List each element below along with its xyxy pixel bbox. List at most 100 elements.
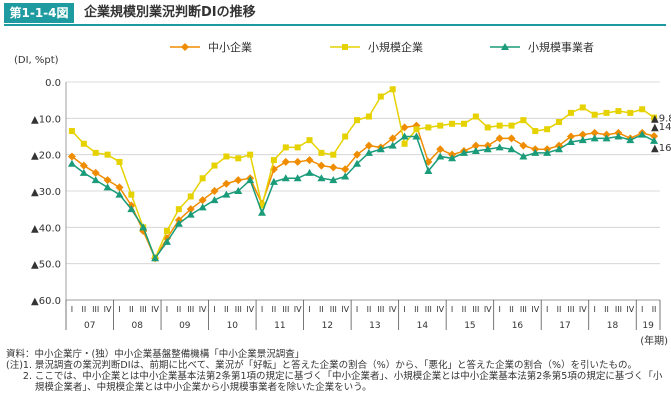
data-point	[412, 121, 421, 130]
x-quarter-tick: II	[414, 305, 419, 314]
data-point	[282, 144, 289, 151]
end-value-label: ▲16.2	[651, 143, 671, 154]
data-point	[269, 177, 278, 185]
data-point	[590, 134, 599, 142]
data-point	[329, 163, 338, 172]
y-tick-label: ▲10.0	[31, 114, 61, 125]
data-point	[460, 120, 467, 127]
data-point	[495, 143, 504, 151]
data-point	[579, 104, 586, 111]
data-point	[400, 123, 409, 132]
data-point	[400, 132, 409, 140]
data-point	[341, 172, 350, 180]
legend-item: 小規模企業	[330, 40, 423, 54]
x-year-label: 19	[642, 321, 654, 331]
data-point	[293, 157, 302, 166]
data-point	[79, 168, 88, 176]
x-quarter-tick: IV	[579, 305, 587, 314]
x-quarter-tick: IV	[151, 305, 159, 314]
data-point	[91, 168, 100, 177]
data-point	[139, 223, 148, 231]
source-line: 資料： 中小企業庁・(独）中小企業基盤整備機構「中小企業景況調査」	[6, 349, 666, 360]
x-quarter-tick: III	[187, 305, 194, 314]
data-point	[211, 162, 218, 169]
data-point	[127, 205, 136, 213]
x-quarter-tick: III	[520, 305, 527, 314]
figure-header: 第1-1-4図 企業規模別業況判断DIの推移	[0, 0, 671, 30]
y-tick-label: ▲60.0	[31, 296, 61, 307]
data-point	[364, 141, 373, 150]
x-quarter-tick: IV	[199, 305, 207, 314]
data-point	[210, 187, 219, 195]
data-point	[210, 196, 219, 204]
data-point	[198, 203, 207, 211]
data-point	[543, 148, 552, 156]
x-quarter-tick: II	[604, 305, 609, 314]
x-quarter-tick: IV	[436, 305, 444, 314]
data-point	[330, 151, 337, 158]
legend-label: 小規模企業	[368, 40, 423, 54]
data-point	[317, 161, 326, 170]
data-point	[115, 183, 124, 192]
x-quarter-tick: IV	[531, 305, 539, 314]
data-point	[317, 174, 326, 182]
data-point	[92, 149, 99, 156]
x-quarter-tick: II	[81, 305, 86, 314]
data-point	[305, 156, 314, 165]
series-line	[71, 133, 655, 260]
data-point	[626, 136, 635, 144]
x-quarter-tick: I	[118, 305, 120, 314]
data-point	[401, 140, 408, 147]
data-point	[79, 161, 88, 170]
data-point	[590, 128, 599, 137]
data-point	[364, 148, 373, 156]
data-point	[437, 122, 444, 129]
note-item: (注) 1. 景況調査の業況判断DIは、前期に比べて、業況が「好転」と答えた企業…	[6, 360, 666, 371]
data-point	[128, 191, 135, 198]
x-quarter-tick: I	[166, 305, 168, 314]
x-quarter-tick: I	[308, 305, 310, 314]
data-point	[281, 157, 290, 166]
x-quarter-tick: I	[356, 305, 358, 314]
data-point	[365, 113, 372, 120]
x-quarter-tick: I	[71, 305, 73, 314]
x-quarter-tick: II	[272, 305, 277, 314]
data-point	[67, 159, 76, 167]
data-point	[388, 134, 397, 143]
data-point	[294, 144, 301, 151]
data-point	[578, 136, 587, 144]
data-point	[591, 111, 598, 118]
data-point	[508, 122, 515, 129]
chart-legend: 中小企業 小規模企業 小規模事業者	[170, 40, 594, 54]
x-quarter-tick: II	[652, 305, 657, 314]
data-point	[388, 141, 397, 149]
x-quarter-tick: III	[235, 305, 242, 314]
x-year-label: 12	[322, 321, 333, 331]
source-text: 中小企業庁・(独）中小企業基盤整備機構「中小企業景況調査」	[34, 349, 305, 360]
data-point	[293, 174, 302, 182]
data-point	[578, 130, 587, 139]
end-value-label: ▲14.9	[651, 122, 671, 133]
note-number: 1.	[22, 360, 32, 371]
data-point	[639, 106, 646, 113]
x-quarter-tick: I	[403, 305, 405, 314]
data-point	[91, 176, 100, 184]
x-year-label: 08	[132, 321, 144, 331]
y-tick-label: ▲30.0	[31, 187, 61, 198]
y-tick-label: ▲20.0	[31, 151, 61, 162]
x-quarter-tick: I	[546, 305, 548, 314]
x-year-label: 11	[274, 321, 285, 331]
data-point	[222, 190, 231, 198]
legend-marker	[342, 44, 348, 50]
data-point	[651, 114, 658, 121]
data-point	[627, 109, 634, 116]
data-point	[519, 152, 528, 160]
data-point	[424, 167, 433, 175]
x-year-label: 13	[369, 321, 380, 331]
x-quarter-tick: I	[593, 305, 595, 314]
data-point	[305, 168, 314, 176]
data-point	[353, 159, 362, 167]
data-point	[234, 187, 243, 194]
x-quarter-tick: III	[377, 305, 384, 314]
data-point	[615, 108, 622, 115]
